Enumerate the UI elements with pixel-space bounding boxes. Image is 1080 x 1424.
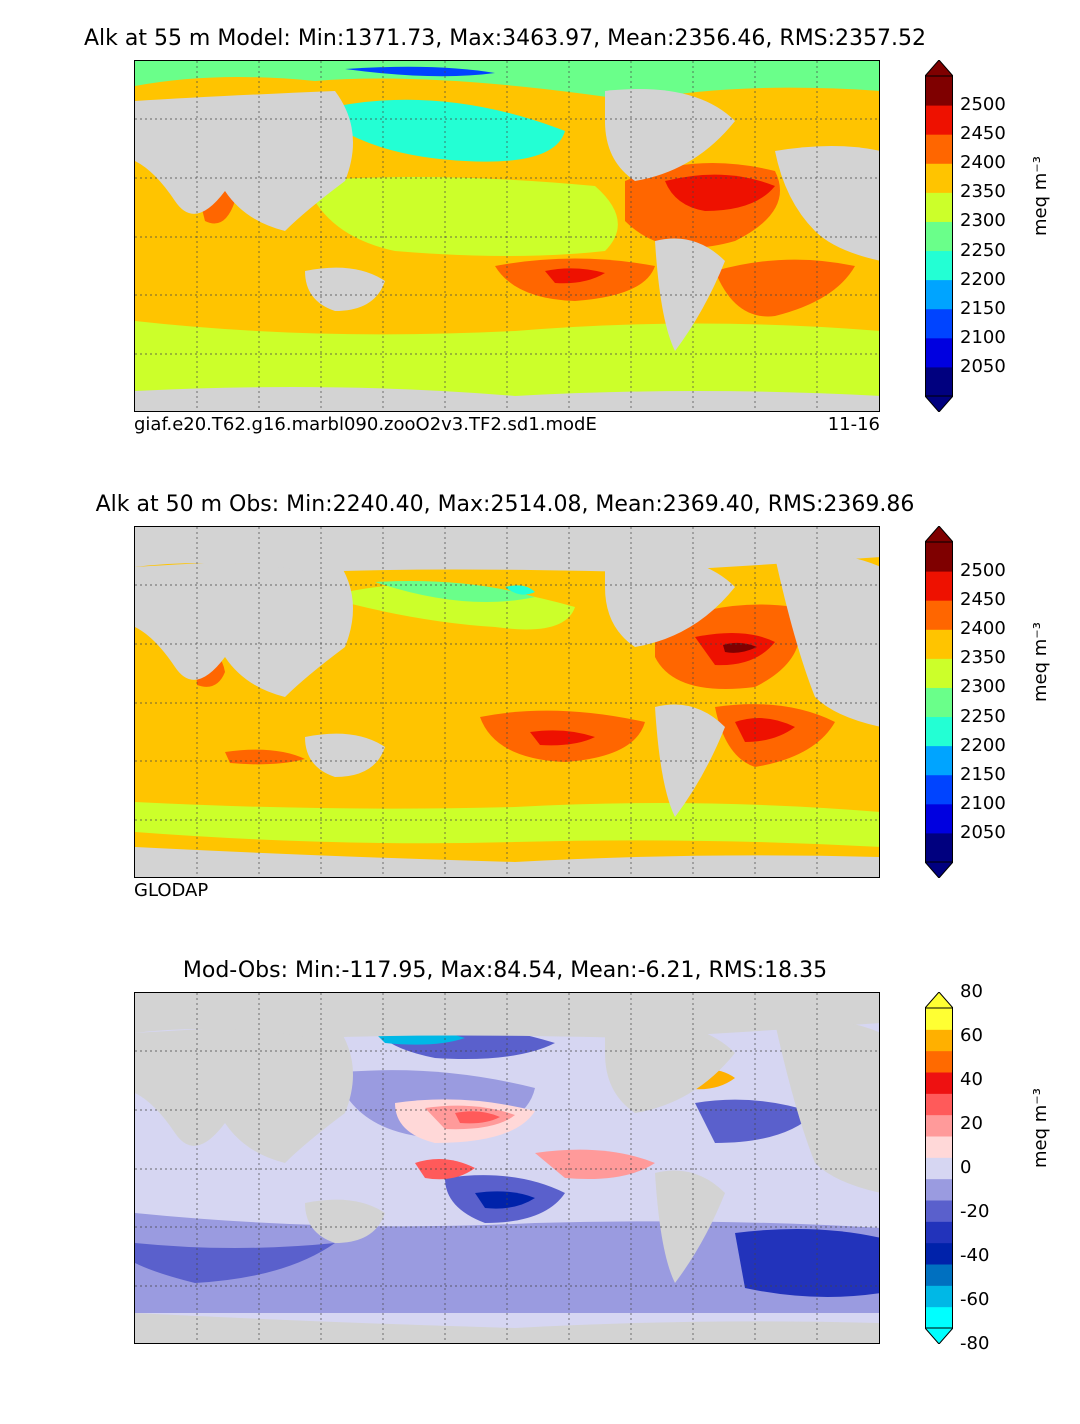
colorbar-swatch xyxy=(925,163,953,193)
colorbar-frame xyxy=(925,1007,953,1329)
colorbar-swatch xyxy=(925,1072,953,1094)
colorbar-swatch xyxy=(925,1264,953,1286)
colorbar-tick-label: 2450 xyxy=(960,589,1006,611)
colorbar-tick-label: 2400 xyxy=(960,152,1006,174)
colorbar-swatch xyxy=(925,658,953,688)
year-range-caption: 11-16 xyxy=(827,414,880,435)
colorbar-tick-label: -40 xyxy=(960,1245,990,1266)
obs-map-field xyxy=(135,527,879,877)
colorbar-swatch xyxy=(925,1242,953,1265)
colorbar-extend-low xyxy=(925,1327,953,1344)
colorbar-swatch xyxy=(925,279,953,310)
colorbar-tick-label: 2300 xyxy=(960,210,1006,232)
colorbar-tick-label: 2050 xyxy=(960,821,1006,843)
colorbar-tick-label: 2400 xyxy=(960,618,1006,640)
model-colorbar xyxy=(925,60,953,412)
colorbar-tick-label: -60 xyxy=(960,1289,990,1310)
colorbar-swatch xyxy=(925,571,953,601)
colorbar-extend-low xyxy=(925,395,953,412)
colorbar-extend-high xyxy=(925,60,953,77)
colorbar-tick-label: 0 xyxy=(960,1157,972,1178)
colorbar-swatch xyxy=(925,1136,953,1158)
diff-panel: Mod-Obs: Min:-117.95, Max:84.54, Mean:-6… xyxy=(0,958,1080,1424)
colorbar-frame xyxy=(925,541,953,863)
colorbar-swatch xyxy=(925,687,953,718)
colorbar-swatch xyxy=(925,1114,953,1137)
colorbar-extend-high xyxy=(925,526,953,543)
colorbar-extend-high xyxy=(925,992,953,1009)
colorbar-swatch xyxy=(925,250,953,281)
colorbar-swatch xyxy=(925,105,953,135)
colorbar-tick-label: 2150 xyxy=(960,763,1006,785)
colorbar-tick-label: 60 xyxy=(960,1025,983,1046)
colorbar-swatch xyxy=(925,1285,953,1308)
colorbar-tick-label: 2500 xyxy=(960,560,1006,582)
panel-title: Alk at 55 m Model: Min:1371.73, Max:3463… xyxy=(83,26,927,51)
obs-colorbar xyxy=(925,526,953,878)
colorbar-swatch xyxy=(925,542,953,572)
units-label: meq m⁻³ xyxy=(1030,621,1051,702)
colorbar-tick-label: 2350 xyxy=(960,181,1006,203)
colorbar-tick-label: 2200 xyxy=(960,734,1006,756)
colorbar-tick-label: 2050 xyxy=(960,355,1006,377)
colorbar-tick-label: 2300 xyxy=(960,676,1006,698)
colorbar-tick-label: 2100 xyxy=(960,792,1006,814)
panel-title: Alk at 50 m Obs: Min:2240.40, Max:2514.0… xyxy=(95,492,915,517)
colorbar-swatch xyxy=(925,192,953,222)
obs-map xyxy=(134,526,880,878)
colorbar-tick-label: 2100 xyxy=(960,326,1006,348)
model-panel: Alk at 55 m Model: Min:1371.73, Max:3463… xyxy=(0,26,1080,492)
colorbar-tick-label: 20 xyxy=(960,1113,983,1134)
colorbar-swatch xyxy=(925,76,953,106)
colorbar-swatch xyxy=(925,1221,953,1244)
colorbar-swatch xyxy=(925,1050,953,1073)
colorbar-swatch xyxy=(925,1008,953,1030)
colorbar-tick-label: 80 xyxy=(960,981,983,1002)
colorbar-swatch xyxy=(925,803,953,834)
colorbar-swatch xyxy=(925,774,953,805)
colorbar-swatch xyxy=(925,366,953,397)
colorbar-swatch xyxy=(925,1306,953,1329)
units-label: meq m⁻³ xyxy=(1030,155,1051,236)
units-label: meq m⁻³ xyxy=(1030,1087,1051,1168)
colorbar-swatch xyxy=(925,600,953,630)
model-map xyxy=(134,60,880,412)
colorbar-tick-label: 2450 xyxy=(960,123,1006,145)
colorbar-swatch xyxy=(925,745,953,776)
obs-panel: Alk at 50 m Obs: Min:2240.40, Max:2514.0… xyxy=(0,492,1080,958)
colorbar-swatch xyxy=(925,221,953,252)
diff-map xyxy=(134,992,880,1344)
colorbar-swatch xyxy=(925,337,953,368)
model-map-field xyxy=(135,61,879,411)
colorbar-tick-label: 2250 xyxy=(960,705,1006,727)
run-name-caption: giaf.e20.T62.g16.marbl090.zooO2v3.TF2.sd… xyxy=(134,414,597,435)
colorbar-swatch xyxy=(925,1178,953,1201)
colorbar-swatch xyxy=(925,1157,953,1180)
colorbar-swatch xyxy=(925,308,953,339)
colorbar-tick-label: 2500 xyxy=(960,94,1006,116)
colorbar-tick-label: -20 xyxy=(960,1201,990,1222)
colorbar-swatch xyxy=(925,134,953,164)
colorbar-tick-label: 2350 xyxy=(960,647,1006,669)
colorbar-frame xyxy=(925,75,953,397)
diff-map-field xyxy=(135,993,879,1343)
colorbar-tick-label: 2200 xyxy=(960,268,1006,290)
colorbar-tick-label: 40 xyxy=(960,1069,983,1090)
colorbar-tick-label: 2250 xyxy=(960,239,1006,261)
source-caption: GLODAP xyxy=(134,880,209,901)
colorbar-swatch xyxy=(925,629,953,659)
colorbar-tick-label: 2150 xyxy=(960,297,1006,319)
colorbar-swatch xyxy=(925,1200,953,1222)
colorbar-extend-low xyxy=(925,861,953,878)
colorbar-swatch xyxy=(925,1029,953,1052)
panel-title: Mod-Obs: Min:-117.95, Max:84.54, Mean:-6… xyxy=(182,958,828,983)
colorbar-swatch xyxy=(925,832,953,863)
colorbar-tick-label: -80 xyxy=(960,1333,990,1354)
colorbar-swatch xyxy=(925,1093,953,1116)
diff-colorbar xyxy=(925,992,953,1344)
colorbar-swatch xyxy=(925,716,953,747)
